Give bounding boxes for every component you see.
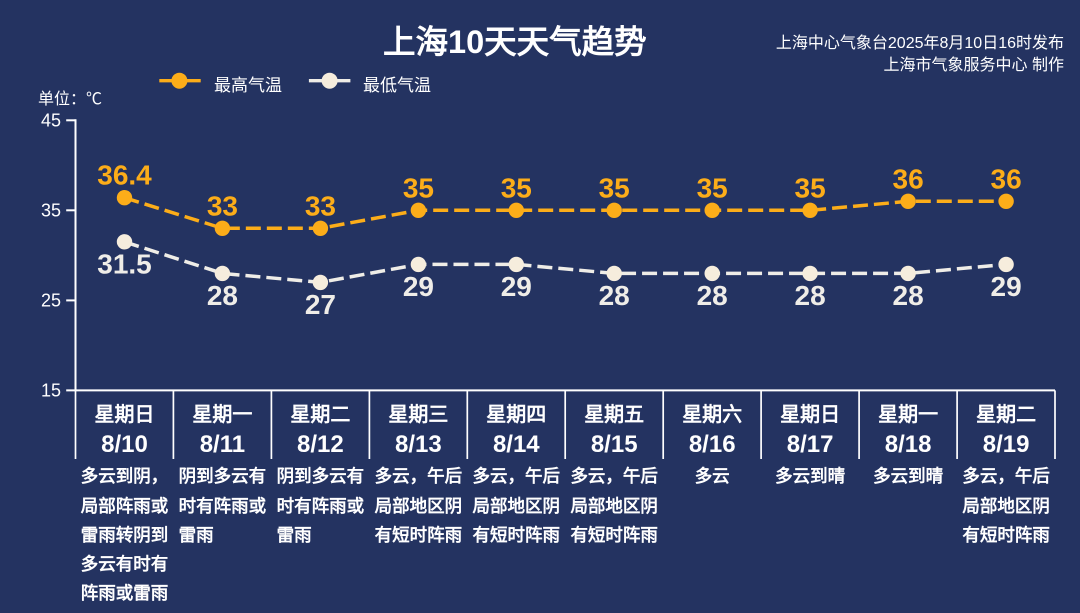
- svg-text:29: 29: [991, 271, 1022, 302]
- svg-text:15: 15: [41, 381, 61, 401]
- svg-text:35: 35: [599, 172, 630, 203]
- svg-text:25: 25: [41, 291, 61, 311]
- svg-text:35: 35: [403, 172, 434, 203]
- svg-text:33: 33: [207, 190, 238, 221]
- svg-text:29: 29: [501, 271, 532, 302]
- svg-text:36.4: 36.4: [97, 160, 152, 191]
- svg-text:35: 35: [795, 172, 826, 203]
- svg-text:31.5: 31.5: [97, 248, 152, 279]
- svg-text:36: 36: [991, 163, 1022, 194]
- svg-text:28: 28: [697, 280, 728, 311]
- svg-text:35: 35: [41, 201, 61, 221]
- svg-text:35: 35: [501, 172, 532, 203]
- svg-text:45: 45: [41, 111, 61, 131]
- svg-text:33: 33: [305, 190, 336, 221]
- svg-text:27: 27: [305, 289, 336, 320]
- svg-text:28: 28: [893, 280, 924, 311]
- svg-text:28: 28: [599, 280, 630, 311]
- svg-text:28: 28: [207, 280, 238, 311]
- svg-text:28: 28: [795, 280, 826, 311]
- svg-text:29: 29: [403, 271, 434, 302]
- svg-text:35: 35: [697, 172, 728, 203]
- svg-text:36: 36: [893, 163, 924, 194]
